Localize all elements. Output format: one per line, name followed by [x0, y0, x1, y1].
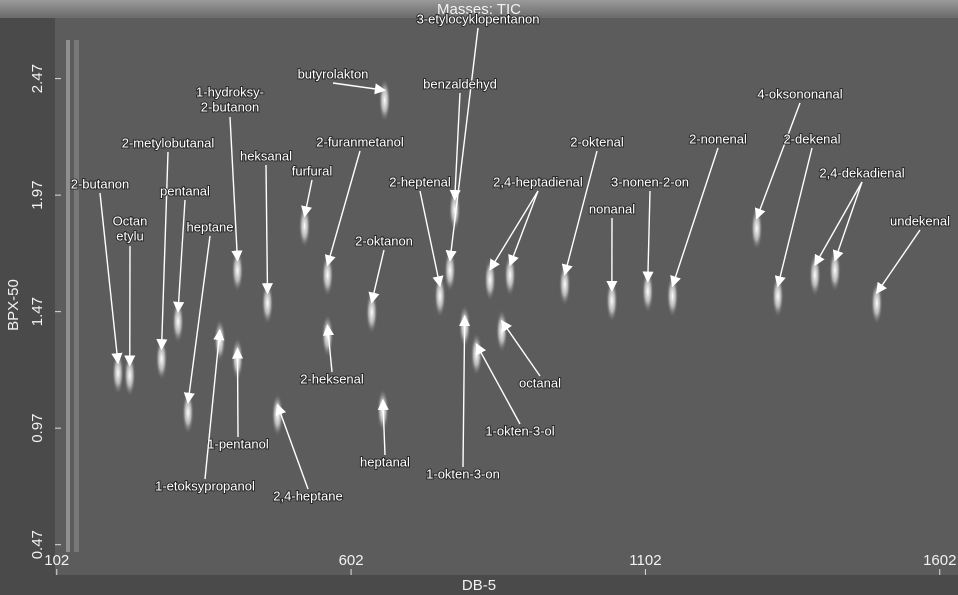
annotation-label: 2-dekenal	[783, 131, 840, 146]
peak	[470, 332, 482, 376]
peak	[809, 253, 821, 297]
annotation-label: 3-etylocyklopentanon	[417, 11, 540, 26]
peak	[751, 206, 763, 250]
annotation-label: butyrolakton	[298, 66, 369, 81]
peak	[496, 309, 508, 353]
annotation-label: 2,4-dekadienal	[819, 165, 904, 180]
peak	[182, 391, 194, 435]
annotation-label: heksanal	[240, 148, 292, 163]
x-tick-label: 1102	[629, 552, 661, 569]
annotation-label: 4-oksononanal	[757, 86, 842, 101]
y-axis-title: BPX-50	[5, 279, 22, 331]
annotation-label: 2-metylobutanal	[122, 135, 215, 150]
y-tick-label: 1.97	[29, 181, 46, 210]
x-tick-label: 102	[44, 552, 69, 569]
peak	[829, 248, 841, 292]
annotation-label: furfural	[292, 163, 333, 178]
annotation-label: 2-nonenal	[689, 131, 747, 146]
annotation-label: 2-furanmetanol	[316, 134, 404, 149]
peak	[772, 274, 784, 318]
annotation-label: heptanal	[360, 454, 410, 469]
annotation-label: pentanal	[160, 183, 210, 198]
y-tick-label: 2.47	[29, 64, 46, 93]
x-tick-label: 1602	[923, 552, 956, 569]
peak	[667, 274, 679, 318]
annotation-label: 2,4-heptane	[273, 488, 342, 503]
annotation-label: 3-nonen-2-on	[611, 174, 689, 189]
annotation-label: 1-hydroksy-2-butanon	[196, 85, 264, 115]
annotation-label: 2,4-heptadienal	[493, 174, 583, 189]
annotation-label: 2-heksenal	[300, 371, 364, 386]
peak	[379, 78, 391, 122]
annotation-arrow	[237, 349, 238, 437]
annotation-label: benzaldehyd	[423, 76, 497, 91]
annotation-label: 2-oktenal	[570, 134, 624, 149]
annotation-label: 1-okten-3-on	[426, 466, 500, 481]
annotation-label: 1-okten-3-ol	[485, 423, 554, 438]
peak	[299, 204, 311, 248]
y-tick-label: 0.47	[29, 530, 46, 559]
annotation-label: nonanal	[589, 201, 635, 216]
annotation-label: octanal	[519, 375, 561, 390]
annotation-label: undekenal	[890, 213, 950, 228]
annotation-label: 2-heptenal	[389, 174, 451, 189]
annotation-label: 2-butanon	[71, 176, 130, 191]
annotation-label: heptane	[187, 219, 234, 234]
peak	[434, 274, 446, 318]
peak	[322, 314, 334, 358]
annotation-label: 2-oktanon	[355, 233, 413, 248]
y-tick-label: 0.97	[29, 414, 46, 443]
peak	[322, 253, 334, 297]
peak	[559, 262, 571, 306]
peak	[484, 258, 496, 302]
chart: Masses: TIC DB-5 BPX-50 102602110216020.…	[0, 0, 958, 595]
solvent-band	[74, 40, 79, 552]
annotation-label: 1-etoksypropanol	[155, 478, 255, 493]
peak	[214, 318, 226, 362]
y-tick-label: 1.47	[29, 297, 46, 326]
peak	[366, 290, 378, 334]
solvent-band	[66, 40, 70, 552]
annotation-label: 1-pentanol	[207, 436, 269, 451]
x-tick-label: 602	[339, 552, 364, 569]
peak	[504, 253, 516, 297]
x-axis-title: DB-5	[462, 577, 496, 594]
